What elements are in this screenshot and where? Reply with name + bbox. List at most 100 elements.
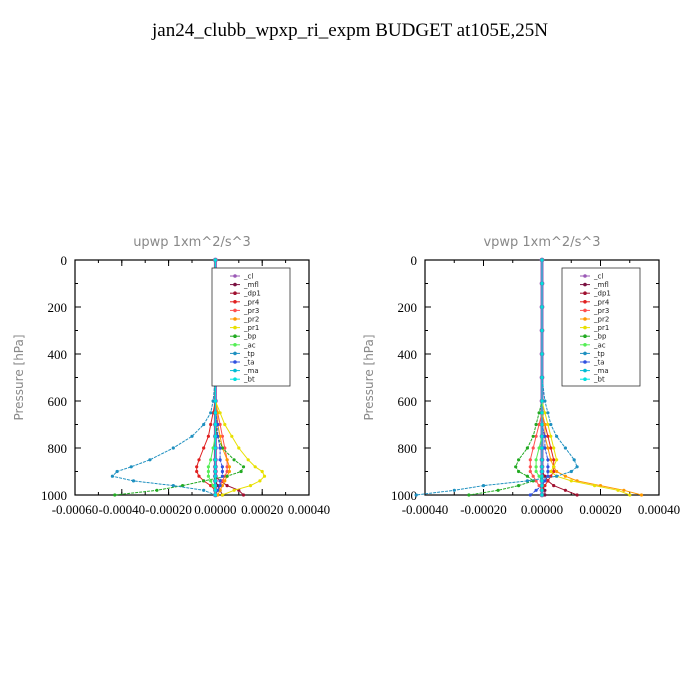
data-point-pr3	[220, 434, 224, 438]
y-tick-label: 400	[398, 347, 418, 362]
data-point-pr4	[197, 474, 201, 478]
data-point-pr3	[225, 465, 229, 469]
legend-label: _pr3	[243, 307, 259, 315]
data-point-pr4	[552, 469, 556, 474]
data-point-pr1	[218, 411, 222, 415]
data-point-bt	[213, 446, 217, 450]
data-point-ac	[211, 446, 215, 450]
data-point-pr4	[195, 469, 199, 474]
data-point-pr1	[549, 469, 553, 474]
data-point-ta	[218, 484, 222, 488]
data-point-bp	[537, 411, 541, 415]
data-point-ta	[216, 488, 220, 492]
data-point-ta	[543, 434, 547, 438]
data-point-pr1	[220, 493, 224, 497]
legend-marker	[233, 282, 237, 287]
data-point-pr2	[223, 479, 227, 483]
data-point-bp	[534, 422, 538, 427]
data-point-pr1	[628, 493, 632, 497]
y-tick-label: 1000	[391, 488, 417, 503]
panel-title: upwp 1xm^2/s^3	[133, 235, 251, 250]
legend-marker	[233, 300, 237, 304]
legend-marker	[583, 325, 587, 330]
data-point-mfl	[543, 488, 547, 492]
legend-marker	[583, 343, 587, 347]
legend-label: _mfl	[593, 281, 609, 289]
data-point-tp	[572, 458, 576, 462]
data-point-tp	[525, 479, 530, 483]
data-point-dp1	[543, 474, 547, 478]
x-tick-label: -0.00060	[52, 502, 99, 517]
legend-label: _tp	[243, 350, 255, 358]
data-point-pr4	[209, 422, 213, 427]
data-point-ta	[534, 488, 538, 492]
data-point-bt	[540, 411, 544, 415]
data-point-pr2	[622, 488, 626, 492]
data-point-ac	[209, 458, 213, 462]
data-point-ta	[543, 479, 547, 483]
data-point-ac	[534, 465, 538, 469]
data-point-pr3	[537, 484, 541, 488]
data-point-bt	[540, 446, 544, 450]
data-point-bt	[213, 458, 217, 462]
x-tick-label: 0.00020	[241, 502, 283, 517]
y-axis-label: Pressure [hPa]	[12, 334, 26, 420]
legend-label: _ac	[593, 341, 606, 349]
data-point-tp	[481, 484, 486, 488]
data-point-bt	[540, 375, 544, 380]
legend-marker	[233, 368, 237, 373]
x-tick-label: 0.00000	[521, 502, 563, 517]
x-tick-label: -0.00040	[402, 502, 449, 517]
legend-label: _pr3	[593, 307, 609, 315]
y-tick-label: 800	[398, 441, 418, 456]
data-point-pr2	[555, 469, 559, 474]
data-point-pr1	[230, 434, 234, 438]
data-point-bp	[517, 469, 521, 474]
y-tick-label: 400	[48, 347, 68, 362]
data-point-ac	[537, 446, 541, 450]
data-point-tp	[171, 484, 175, 488]
legend-label: _cl	[593, 273, 603, 281]
legend-label: _bp	[593, 333, 607, 341]
data-point-pr4	[211, 411, 215, 415]
data-point-pr2	[639, 493, 644, 497]
chart-panel-1: upwp 1xm^2/s^3 Pressure [hPa] 0 200 400 600 80…	[12, 235, 330, 517]
chart-panel-2: vpwp 1xm^2/s^3 Pressure [hPa] 0 200 400 600 80…	[362, 235, 680, 517]
data-point-ac	[537, 474, 541, 478]
data-point-pr2	[227, 469, 231, 474]
data-point-pr1	[543, 411, 547, 415]
data-point-tp	[543, 399, 547, 403]
data-point-bt	[540, 484, 544, 488]
data-point-tp	[171, 446, 175, 450]
data-point-tp	[209, 411, 213, 415]
data-point-pr3	[225, 469, 229, 474]
data-point-bt	[540, 493, 544, 497]
legend-label: _pr2	[243, 316, 259, 324]
y-tick-label: 0	[411, 253, 418, 268]
legend-label: _pr4	[243, 298, 260, 306]
data-point-bt	[213, 399, 217, 403]
data-point-bt	[540, 474, 544, 478]
data-point-ta	[546, 465, 550, 469]
data-point-dp1	[575, 493, 579, 497]
legend-label: _cl	[243, 273, 253, 281]
data-point-tp	[563, 446, 568, 450]
legend-marker	[583, 377, 587, 382]
data-point-bt	[213, 258, 217, 262]
data-point-pr2	[216, 411, 220, 415]
data-point-ac	[206, 474, 210, 478]
data-point-pr4	[546, 479, 550, 483]
data-point-tp	[202, 488, 206, 492]
data-point-pr4	[206, 434, 210, 438]
data-point-bp	[181, 484, 185, 488]
data-point-bp	[232, 458, 236, 462]
page-title: jan24_clubb_wpxp_ri_expm BUDGET at105E,2…	[152, 20, 548, 41]
data-point-ta	[218, 446, 222, 450]
data-point-bt	[213, 488, 217, 492]
legend-marker	[583, 300, 587, 304]
legend-marker	[233, 351, 237, 356]
data-point-pr2	[227, 465, 231, 469]
y-tick-label: 600	[48, 394, 68, 409]
data-point-pr1	[616, 488, 620, 492]
